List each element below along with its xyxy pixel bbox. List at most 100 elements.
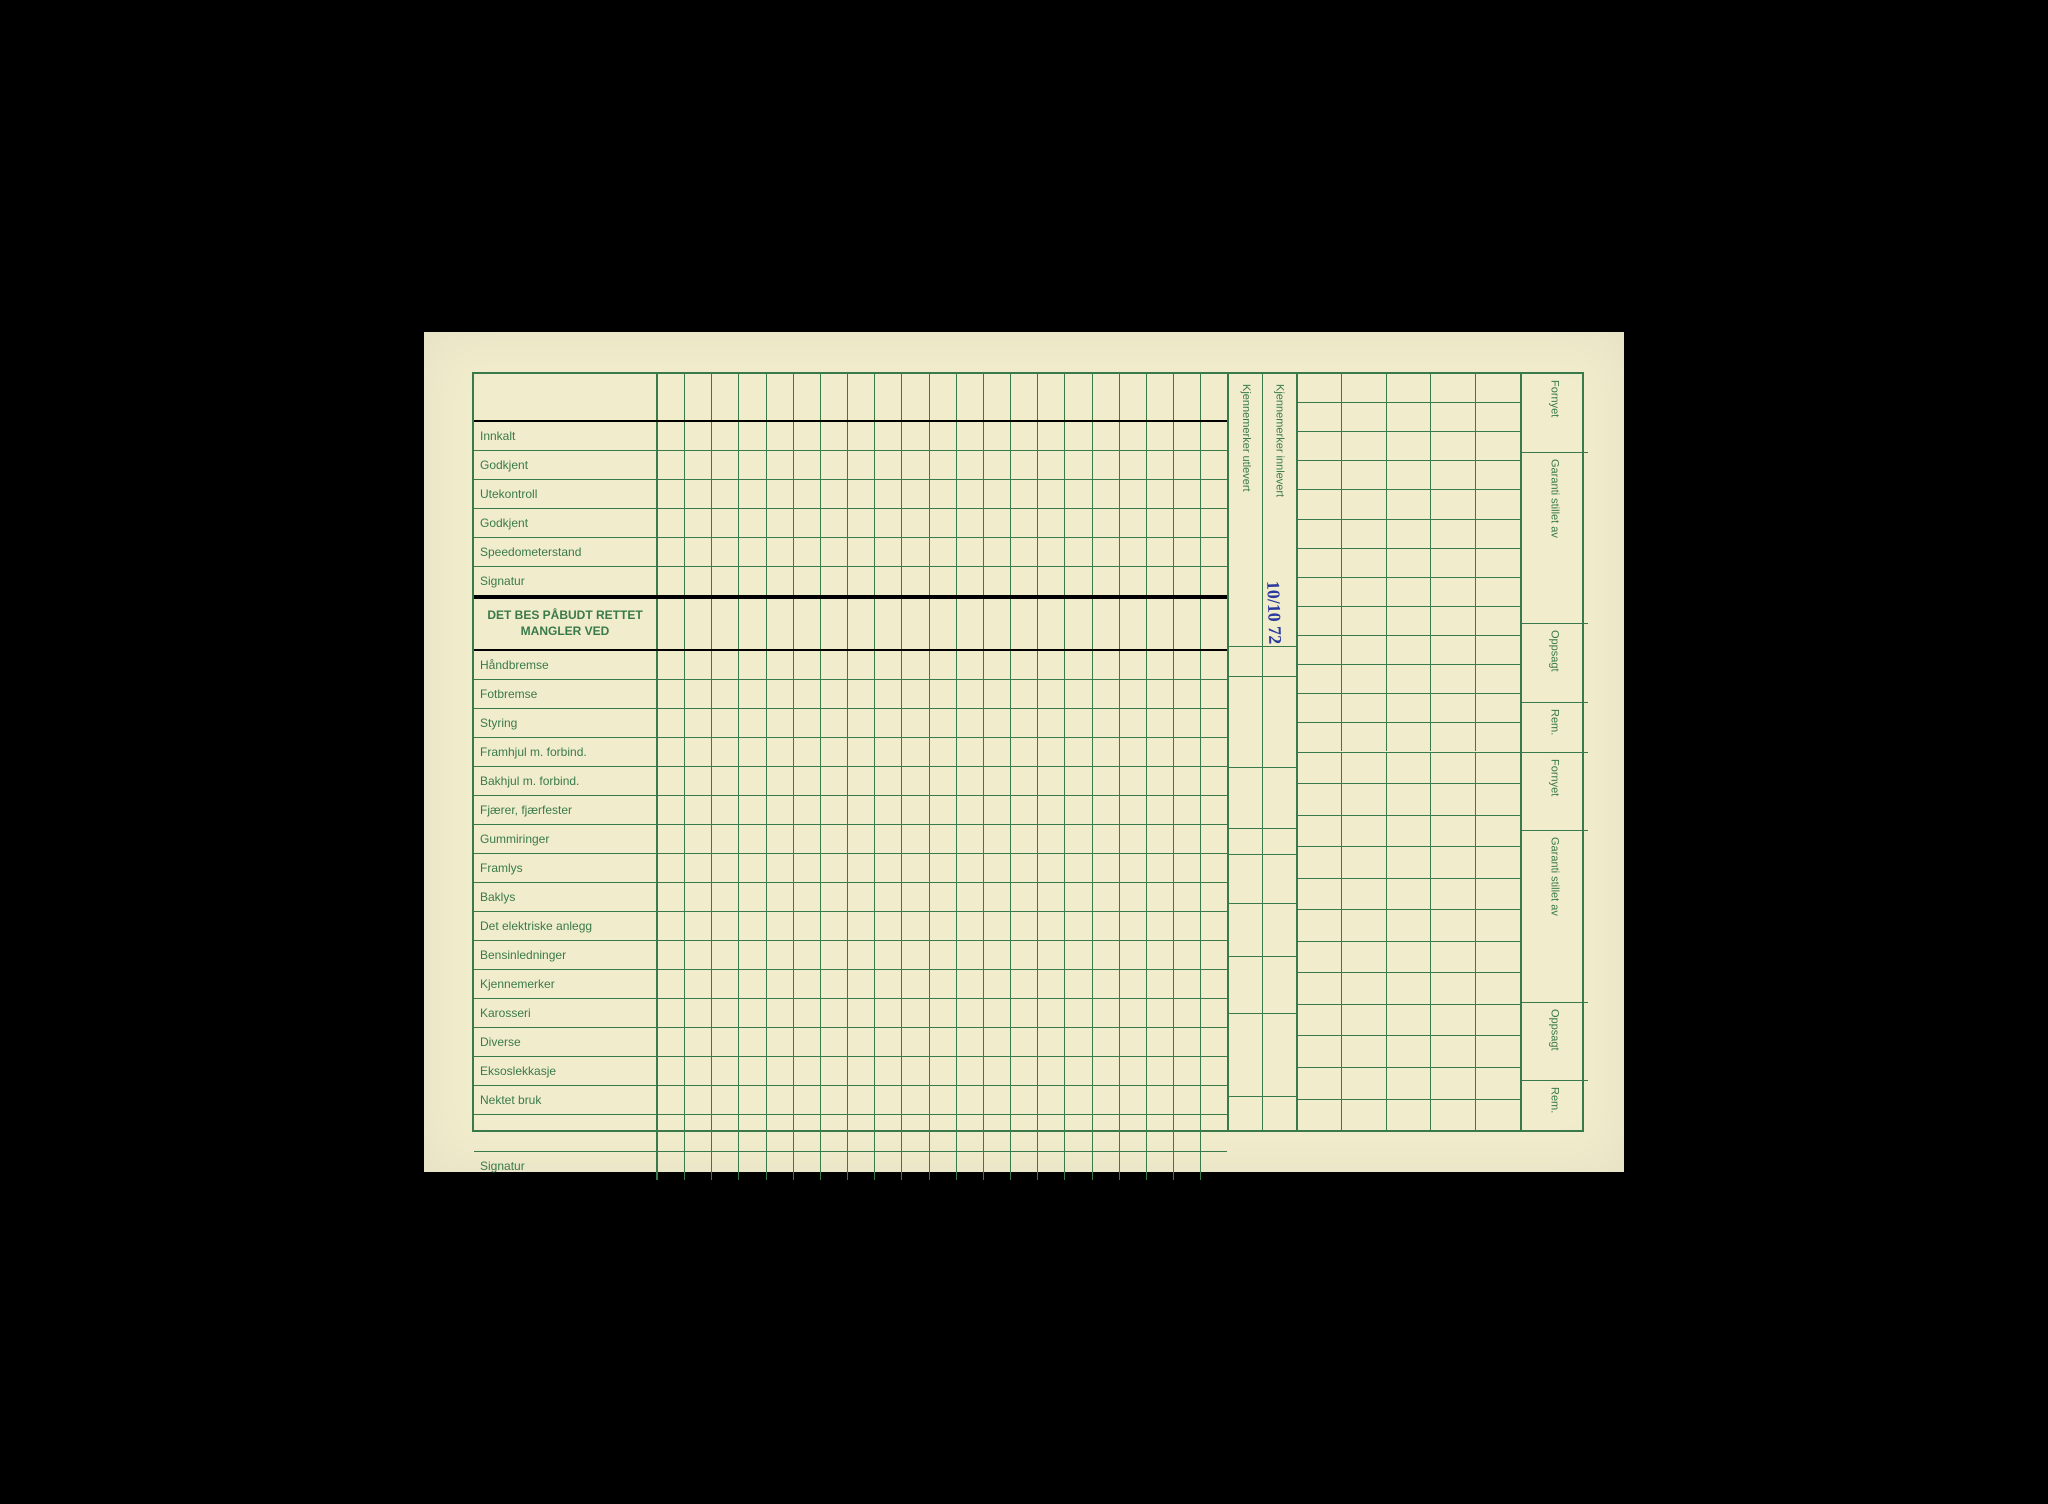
grid-cell [685, 709, 712, 737]
table-row: Signatur [474, 1152, 1227, 1180]
grid-cell [875, 767, 902, 795]
grid-cell [984, 651, 1011, 679]
grid-cell [1011, 825, 1038, 853]
grid-cell [685, 422, 712, 450]
right-cell [1476, 847, 1520, 878]
grid-cells [658, 912, 1227, 940]
grid-cell [712, 1152, 739, 1180]
right-cell [1431, 694, 1476, 722]
grid-cell [1174, 680, 1201, 708]
grid-cell [739, 825, 766, 853]
grid-cell [1011, 1028, 1038, 1056]
table-row: Speedometerstand [474, 538, 1227, 567]
grid-cell [984, 374, 1011, 420]
table-row: Karosseri [474, 999, 1227, 1028]
right-cell [1387, 374, 1432, 402]
grid-cell [685, 825, 712, 853]
grid-cells [658, 825, 1227, 853]
grid-cell [902, 999, 929, 1027]
grid-cell [767, 1086, 794, 1114]
grid-cell [930, 451, 957, 479]
grid-cell [767, 599, 794, 649]
row-label: Det elektriske anlegg [474, 912, 658, 940]
grid-cell [875, 509, 902, 537]
grid-cell [821, 680, 848, 708]
grid-cells [658, 1057, 1227, 1085]
grid-cell [658, 538, 685, 566]
grid-cell [875, 1057, 902, 1085]
grid-cell [957, 509, 984, 537]
right-cell [1431, 816, 1476, 847]
right-cell [1298, 374, 1343, 402]
right-row [1298, 1036, 1520, 1068]
grid-cell [984, 422, 1011, 450]
right-block [1298, 374, 1520, 753]
grid-cell [658, 970, 685, 998]
right-row [1298, 879, 1520, 911]
grid-cell [767, 912, 794, 940]
grid-cell [1093, 883, 1120, 911]
right-cell [1431, 847, 1476, 878]
row-label: Speedometerstand [474, 538, 658, 566]
grid-cell [1011, 422, 1038, 450]
grid-cell [1011, 538, 1038, 566]
grid-cell [712, 941, 739, 969]
grid-cell [957, 1152, 984, 1180]
grid-cell [1011, 999, 1038, 1027]
grid-cell [794, 599, 821, 649]
grid-cells [658, 970, 1227, 998]
grid-cell [984, 796, 1011, 824]
grid-cell [1201, 1086, 1227, 1114]
grid-cell [902, 941, 929, 969]
grid-cell [739, 796, 766, 824]
grid-cell [794, 796, 821, 824]
kjennemerker-column: Kjennemerker innlevert [1263, 374, 1296, 1130]
table-row: Fjærer, fjærfester [474, 796, 1227, 825]
grid-cell [1201, 451, 1227, 479]
row-label: Styring [474, 709, 658, 737]
grid-cell [1065, 567, 1092, 595]
grid-cell [930, 941, 957, 969]
grid-cell [984, 509, 1011, 537]
grid-cell [794, 999, 821, 1027]
grid-cell [984, 1152, 1011, 1180]
grid-cell [902, 854, 929, 882]
grid-cell [1038, 374, 1065, 420]
grid-cell [1065, 1115, 1092, 1151]
grid-cell [848, 374, 875, 420]
grid-cell [957, 825, 984, 853]
grid-cell [902, 767, 929, 795]
right-cell [1431, 753, 1476, 784]
grid-cell [1038, 941, 1065, 969]
grid-cell [1201, 1057, 1227, 1085]
grid-cell [821, 999, 848, 1027]
grid-cell [658, 1115, 685, 1151]
grid-cell [1147, 912, 1174, 940]
right-row [1298, 432, 1520, 461]
grid-cell [767, 1028, 794, 1056]
grid-cells [658, 651, 1227, 679]
table-row: Bakhjul m. forbind. [474, 767, 1227, 796]
row-label: Kjennemerker [474, 970, 658, 998]
right-cell [1476, 432, 1520, 460]
row-label: Bakhjul m. forbind. [474, 767, 658, 795]
grid-cell [875, 883, 902, 911]
grid-cell [930, 883, 957, 911]
grid-cell [739, 912, 766, 940]
right-cell [1342, 578, 1387, 606]
far-right-row: Rem. [1522, 703, 1588, 753]
grid-cell [984, 1057, 1011, 1085]
grid-cell [739, 509, 766, 537]
grid-cell [875, 680, 902, 708]
right-cell [1476, 973, 1520, 1004]
grid-cell [712, 538, 739, 566]
grid-cell [1147, 599, 1174, 649]
grid-cell [1038, 1115, 1065, 1151]
grid-cell [1011, 651, 1038, 679]
grid-cell [767, 883, 794, 911]
grid-cell [821, 970, 848, 998]
grid-cell [767, 941, 794, 969]
grid-cell [848, 970, 875, 998]
grid-cells [658, 941, 1227, 969]
grid-cells [658, 567, 1227, 595]
